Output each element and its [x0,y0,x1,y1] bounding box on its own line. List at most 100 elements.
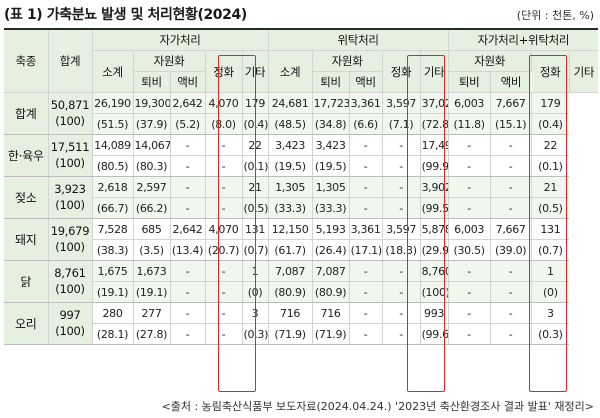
header-resource: 자원화 [312,50,383,72]
row-total-pct: (100) [55,239,85,254]
table-row: 젖소 3,923 (100) 2,618 2,597- -21 1,305 1,305- -3,… [4,176,598,219]
header-liquid: 액비 [490,71,532,93]
pct-cell: - [170,155,206,177]
value-cell: 19,300 [133,92,171,114]
table-row-pct: (51.5) (37.9) (5.2) (8.0) (0.4) (48.5) (34.8)(… [4,113,598,135]
pct-cell: (6.6) [349,113,383,135]
pct-cell: (18.3) [382,239,421,261]
row-total: 17,511 [50,139,90,154]
pct-cell: (37.9) [133,113,171,135]
value-cell: - [490,176,532,198]
row-total: 997 [59,307,81,322]
pct-cell: - [448,155,491,177]
pct-cell: (7.1) [382,113,421,135]
row-label: 합계 [4,92,49,135]
table-header: 축종 합계 자가처리 위탁처리 자가처리+위탁처리 소계 자원화 정화 기타 소… [4,30,599,93]
pct-cell: - [205,155,243,177]
value-cell: 3,597 [382,218,421,240]
header-total: 합계 [48,30,93,93]
value-cell: - [349,176,383,198]
value-cell: - [205,176,243,198]
value-cell: - [448,302,491,324]
value-cell: 2,642 [170,92,206,114]
value-cell: 8,760 [420,260,449,282]
header-combined: 자가처리+위탁처리 [448,30,599,51]
row-total-cell: 8,761 (100) [48,260,93,303]
value-cell: - [490,302,532,324]
header-liquid: 액비 [170,71,206,93]
value-cell: - [170,134,206,156]
value-cell: 1,675 [92,260,134,282]
pct-cell: (61.7) [268,239,313,261]
pct-cell: (34.8) [312,113,350,135]
header-other: 기타 [242,50,269,93]
value-cell: - [349,302,383,324]
pct-cell: - [170,323,206,345]
pct-cell: - [448,323,491,345]
row-total-pct: (100) [55,197,85,212]
pct-cell: - [205,323,243,345]
pct-cell: - [382,155,421,177]
value-cell: 993 [420,302,449,324]
unit-note: (단위 : 천톤, %) [516,9,594,22]
value-cell: 3 [531,302,570,324]
top-rule [4,28,598,30]
value-cell: - [448,134,491,156]
value-cell: 1 [531,260,570,282]
pct-cell: (48.5) [268,113,313,135]
pct-cell: (0) [531,281,570,303]
header-subtotal: 소계 [92,50,134,93]
pct-cell: (80.5) [92,155,134,177]
value-cell: 24,681 [268,92,313,114]
header-purify: 정화 [531,50,570,93]
value-cell: 2,618 [92,176,134,198]
value-cell: 37,023 [420,92,449,114]
header-compost: 퇴비 [133,71,171,93]
value-cell: - [490,134,532,156]
value-cell: 280 [92,302,134,324]
value-cell: 12,150 [268,218,313,240]
pct-cell: - [382,281,421,303]
header-purify: 정화 [382,50,421,93]
table-row-pct: (66.7)(66.2)--(0.5)(33.3)(33.3)--(99.5)-… [4,197,598,219]
table-body: 합계 50,871 (100) 26,190 19,300 2,642 4,070 179 24… [4,92,598,345]
pct-cell: (80.9) [268,281,313,303]
row-total: 50,871 [50,97,90,112]
table-title: (표 1) 가축분뇨 발생 및 처리현황(2024) [4,7,247,23]
header-compost: 퇴비 [448,71,491,93]
row-label: 닭 [4,260,49,303]
value-cell: 7,087 [312,260,350,282]
value-cell: 131 [531,218,570,240]
table-row: 돼지 19,679 (100) 7,528 685 2,642 4,070 131 12,150… [4,218,598,261]
value-cell: 179 [242,92,269,114]
value-cell: - [170,176,206,198]
value-cell: 6,003 [448,92,491,114]
table-row: 합계 50,871 (100) 26,190 19,300 2,642 4,070 179 24… [4,92,598,135]
pct-cell: (11.8) [448,113,491,135]
source-note: <출처 : 농림축산식품부 보도자료(2024.04.24.) '2023년 축… [161,400,594,413]
pct-cell: (8.0) [205,113,243,135]
pct-cell: (0) [242,281,269,303]
pct-cell: (29.9) [420,239,449,261]
header-purify: 정화 [205,50,243,93]
table-row-pct: (80.5)(80.3)--(0.1)(19.5)(19.5)--(99.9)-… [4,155,598,177]
pct-cell: - [382,197,421,219]
pct-cell: (19.1) [133,281,171,303]
row-total: 3,923 [54,181,86,196]
pct-cell: (39.0) [490,239,532,261]
value-cell: - [349,260,383,282]
pct-cell: (0.3) [242,323,269,345]
pct-cell: (0.5) [531,197,570,219]
value-cell: 2,642 [170,218,206,240]
pct-cell: - [490,323,532,345]
value-cell: 17,490 [420,134,449,156]
value-cell: 3,361 [349,218,383,240]
value-cell: 4,070 [205,92,243,114]
manure-table: 축종 합계 자가처리 위탁처리 자가처리+위탁처리 소계 자원화 정화 기타 소… [4,30,599,345]
value-cell: 22 [531,134,570,156]
value-cell: 5,878 [420,218,449,240]
value-cell: 21 [531,176,570,198]
table-row: 닭 8,761 (100) 1,675 1,673- -1 7,087 7,087- -8,76… [4,260,598,303]
value-cell: 22 [242,134,269,156]
pct-cell: (80.3) [133,155,171,177]
